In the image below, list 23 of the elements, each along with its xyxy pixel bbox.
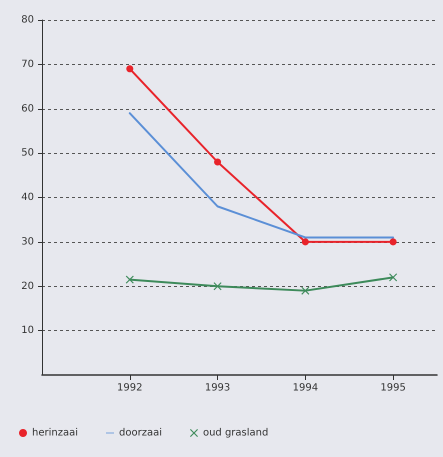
y-tick-label: 40 [21, 192, 34, 203]
legend-label: doorzaai [119, 428, 162, 438]
y-tick-label: 20 [21, 280, 34, 292]
y-tick-label: 80 [21, 14, 34, 26]
point [390, 238, 397, 246]
x-tick-label: 1992 [117, 382, 143, 394]
point [214, 282, 222, 290]
point [126, 65, 134, 72]
y-tick-label: 10 [21, 325, 34, 336]
y-tick-label: 50 [21, 148, 34, 159]
x-tick-label: 1995 [380, 382, 406, 394]
point [126, 276, 134, 284]
legend-label: oud grasland [202, 428, 268, 438]
point [389, 273, 398, 282]
x-tick-label: 1993 [204, 382, 230, 394]
y-tick-label: 30 [21, 236, 34, 248]
legend-label: herinzaai [32, 428, 78, 438]
point [302, 238, 309, 246]
x-tick-label: 1994 [292, 382, 318, 394]
y-tick-label: 60 [21, 103, 34, 114]
y-tick-label: 70 [21, 58, 34, 70]
point [214, 158, 222, 166]
point [301, 286, 310, 295]
